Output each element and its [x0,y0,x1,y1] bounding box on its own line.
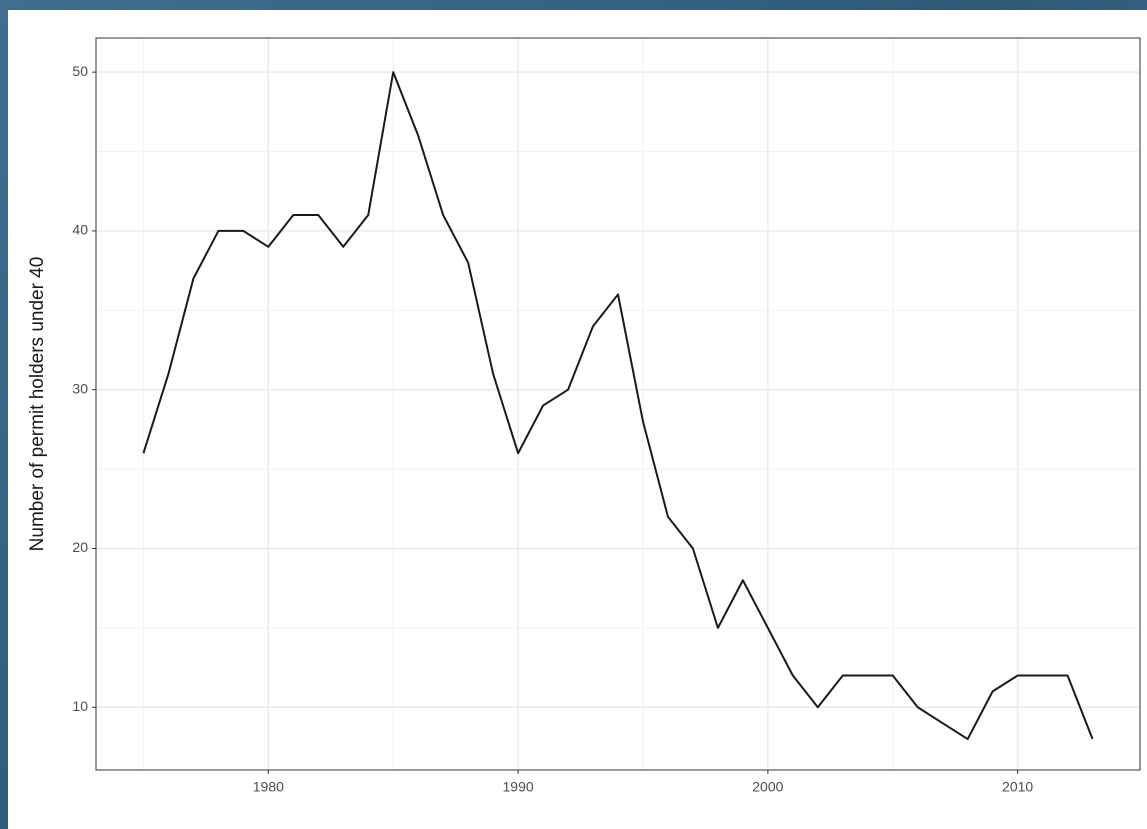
x-tick-label: 1980 [253,779,284,795]
line [142,71,1094,741]
y-tick-label: 30 [72,380,88,396]
chart-background [8,10,1147,829]
y-tick-label: 20 [72,539,88,555]
x-tick-label: 1990 [503,779,534,795]
x-tick-label: 2010 [1002,779,1033,795]
panel-border [95,37,1141,771]
y-axis-title: Number of permit holders under 40 [27,257,48,552]
y-tick-label: 40 [72,222,88,238]
grid [96,38,1140,770]
x-tick-label: 2000 [752,779,783,795]
y-tick-label: 10 [72,698,88,714]
y-tick-label: 50 [72,63,88,79]
